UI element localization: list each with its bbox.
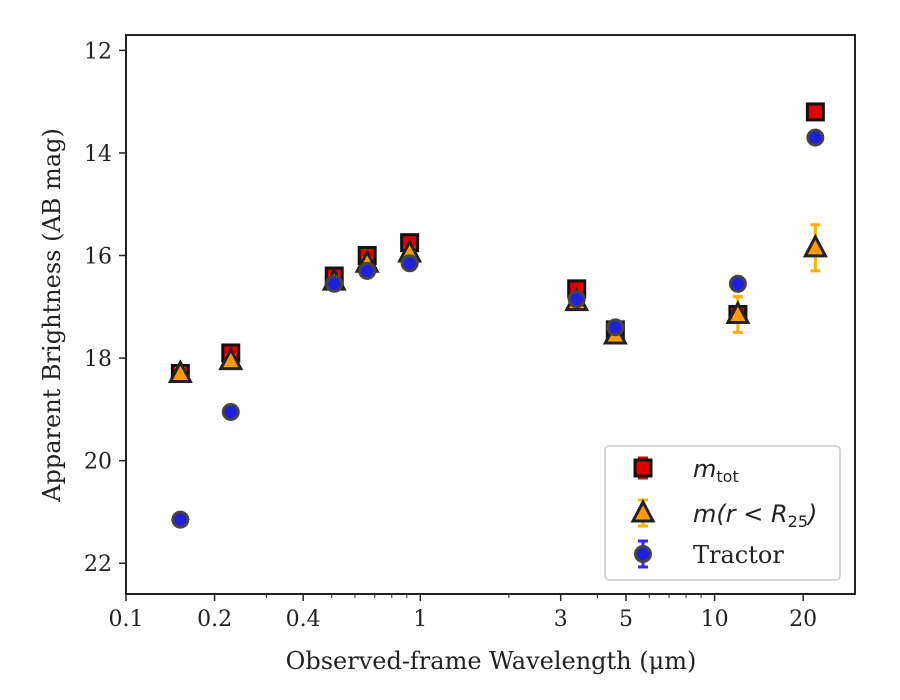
data-marks	[167, 102, 828, 529]
x-axis-label: Observed-frame Wavelength (μm)	[286, 647, 697, 675]
x-tick-label: 20	[789, 607, 817, 632]
point-tractor	[567, 290, 586, 309]
x-tick-label: 5	[619, 607, 633, 632]
legend: mtot m(r < R25) Tractor	[604, 445, 841, 581]
legend-marker-tractor	[634, 545, 652, 563]
y-tick-label: 20	[84, 450, 112, 475]
legend-label-m-r25: m(r < R25)	[693, 500, 817, 531]
y-tick-label: 16	[84, 245, 112, 270]
legend-keys	[630, 456, 656, 569]
legend-marker-m-tot	[633, 458, 653, 478]
x-tick-label: 0.4	[286, 607, 321, 632]
axis-ticks: 0.1 0.2 0.4 1 3 5 10 20 12 14 16 18 20 22	[84, 39, 817, 632]
point-tractor	[221, 402, 240, 421]
point-m-r25	[167, 359, 193, 383]
plot-frame	[125, 34, 856, 595]
x-tick-label: 10	[701, 607, 729, 632]
x-tick-label: 0.1	[109, 607, 144, 632]
x-tick-label: 1	[413, 607, 427, 632]
point-tractor	[171, 510, 190, 529]
legend-label-m-tot: mtot	[693, 455, 739, 486]
y-tick-label: 14	[84, 142, 112, 167]
point-m-r25	[218, 346, 244, 371]
y-tick-label: 18	[84, 347, 112, 372]
y-tick-label: 12	[84, 39, 112, 64]
point-tractor	[806, 128, 825, 147]
y-axis-label: Apparent Brightness (AB mag)	[38, 128, 66, 503]
point-tractor	[728, 274, 747, 293]
point-tractor	[606, 318, 625, 337]
legend-frame	[604, 445, 841, 581]
point-m-tot	[805, 102, 825, 122]
legend-marker-m-r25	[630, 498, 656, 523]
point-tractor	[358, 261, 377, 280]
point-m-r25	[725, 300, 751, 324]
legend-label-tractor: Tractor	[693, 541, 784, 569]
point-tractor	[400, 254, 419, 273]
point-tractor	[325, 274, 344, 293]
x-tick-label: 0.2	[197, 607, 232, 632]
x-tick-label: 3	[554, 607, 568, 632]
y-tick-label: 22	[84, 552, 112, 577]
point-m-r25	[802, 233, 828, 258]
